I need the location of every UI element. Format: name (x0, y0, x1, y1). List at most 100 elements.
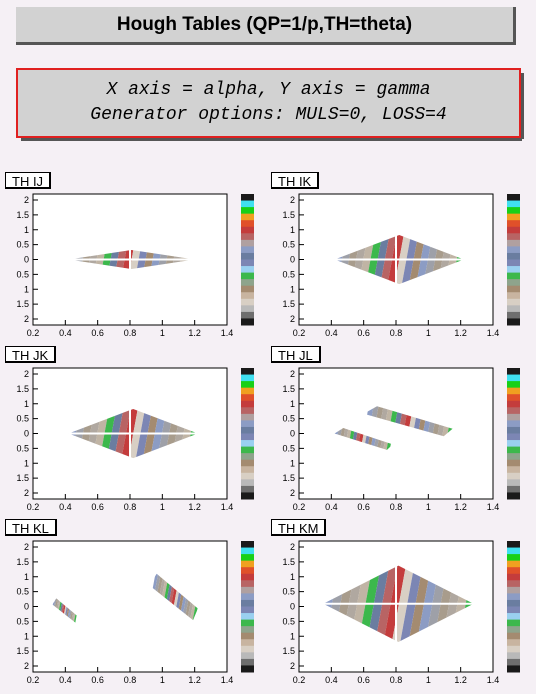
palette-swatch (507, 426, 520, 434)
palette-swatch (241, 606, 254, 614)
y-tick-label: 2 (290, 369, 295, 379)
palette-swatch (507, 246, 520, 254)
palette-swatch (507, 420, 520, 428)
palette-swatch (507, 560, 520, 568)
palette-swatch (507, 613, 520, 621)
histogram-region (334, 234, 464, 285)
x-tick-label: 0.8 (124, 502, 137, 512)
x-tick-label: 1.4 (221, 502, 234, 512)
palette-swatch (241, 318, 254, 326)
y-tick-label: 2 (24, 195, 29, 205)
x-tick-label: 0.2 (27, 502, 40, 512)
heatmap-cell (53, 598, 79, 623)
heatmap-cell (338, 428, 366, 450)
palette-swatch (507, 239, 520, 247)
palette-swatch (507, 233, 520, 241)
histogram-title: TH JL (271, 346, 321, 363)
y-tick-label: 0 (290, 429, 295, 439)
palette-swatch (241, 400, 254, 408)
y-tick-label: 0.5 (16, 616, 29, 626)
y-tick-label: 1.5 (282, 473, 295, 483)
heatmap-cell (52, 598, 71, 623)
palette-swatch (507, 194, 520, 202)
x-tick-label: 1.4 (487, 502, 500, 512)
palette-swatch (507, 606, 520, 614)
x-tick-label: 0.4 (59, 502, 72, 512)
palette-swatch (241, 440, 254, 448)
palette-swatch (241, 479, 254, 487)
histogram-panel: 0.2 0.4 0.6 0.8 1 1.2 1.4 2 1.5 1 0.5 0 0.5 1 1.5 2 TH K… (271, 519, 529, 689)
x-tick-label: 0.4 (59, 675, 72, 685)
palette-swatch (241, 613, 254, 621)
heatmap-cell (420, 406, 450, 437)
y-tick-label: 1 (290, 284, 295, 294)
y-tick-label: 1 (290, 458, 295, 468)
palette-swatch (507, 387, 520, 395)
histogram-panel: 0.2 0.4 0.6 0.8 1 1.2 1.4 2 1.5 1 0.5 0 0.5 1 1.5 2 TH I… (5, 172, 263, 342)
palette-swatch (507, 593, 520, 601)
palette-swatch (241, 413, 254, 421)
y-tick-label: 0 (290, 602, 295, 612)
palette-swatch (241, 492, 254, 500)
palette-swatch (241, 407, 254, 415)
y-tick-label: 0 (290, 255, 295, 265)
y-tick-label: 2 (24, 369, 29, 379)
heatmap-cell (335, 428, 363, 450)
x-tick-label: 1 (160, 328, 165, 338)
histogram-title: TH IK (271, 172, 320, 189)
palette-swatch (241, 272, 254, 280)
x-tick-label: 0.2 (293, 675, 306, 685)
palette-swatch (241, 374, 254, 382)
y-tick-label: 2 (24, 542, 29, 552)
palette-swatch (507, 285, 520, 293)
y-tick-label: 0.5 (282, 587, 295, 597)
x-tick-label: 1 (426, 502, 431, 512)
x-tick-label: 0.4 (325, 328, 338, 338)
palette-swatch (241, 420, 254, 428)
palette-swatch (507, 220, 520, 228)
histogram-svg: 0.2 0.4 0.6 0.8 1 1.2 1.4 2 1.5 1 0.5 0 0.5 1 1.5 2 (282, 367, 520, 512)
x-tick-label: 0.2 (293, 328, 306, 338)
y-tick-label: 0.5 (282, 414, 295, 424)
y-tick-label: 2 (290, 542, 295, 552)
palette-swatch (241, 658, 254, 666)
palette-swatch (507, 567, 520, 575)
palette-swatch (507, 665, 520, 673)
histogram-title: TH JK (5, 346, 57, 363)
x-tick-label: 1 (160, 675, 165, 685)
x-tick-label: 0.4 (325, 502, 338, 512)
palette-swatch (507, 440, 520, 448)
palette-swatch (241, 213, 254, 221)
x-tick-label: 1 (426, 328, 431, 338)
y-tick-label: 1.5 (16, 384, 29, 394)
palette-swatch (507, 226, 520, 234)
palette-swatch (507, 374, 520, 382)
x-tick-label: 0.8 (390, 675, 403, 685)
palette-swatch (507, 213, 520, 221)
heatmap-cell (430, 406, 453, 437)
palette-swatch (241, 580, 254, 588)
palette-swatch (507, 311, 520, 319)
palette-swatch (507, 632, 520, 640)
palette-swatch (507, 485, 520, 493)
palette-swatch (241, 453, 254, 461)
palette-swatch (507, 554, 520, 562)
y-tick-label: 1.5 (16, 210, 29, 220)
palette-swatch (507, 541, 520, 549)
heatmap-cell (334, 428, 360, 450)
y-tick-label: 2 (290, 488, 295, 498)
palette-swatch (241, 446, 254, 454)
axis-description: X axis = alpha, Y axis = gamma (106, 80, 431, 100)
palette-swatch (241, 239, 254, 247)
palette-swatch (507, 547, 520, 555)
palette-swatch (241, 387, 254, 395)
x-tick-label: 1.2 (188, 675, 201, 685)
x-tick-label: 1.4 (487, 328, 500, 338)
histogram-title: TH IJ (5, 172, 52, 189)
palette-swatch (241, 226, 254, 234)
y-tick-label: 0.5 (282, 240, 295, 250)
y-tick-label: 1.5 (16, 646, 29, 656)
heatmap-cell (345, 428, 373, 450)
y-tick-label: 1 (290, 399, 295, 409)
y-tick-label: 1 (290, 572, 295, 582)
